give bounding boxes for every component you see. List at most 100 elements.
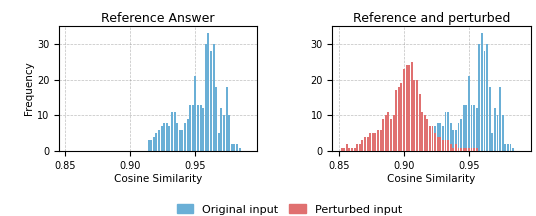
Bar	[218, 133, 220, 151]
Bar	[202, 108, 204, 151]
Bar	[465, 105, 467, 151]
Bar	[460, 148, 462, 151]
Bar	[440, 137, 441, 151]
Bar	[463, 105, 465, 151]
Bar	[195, 76, 196, 151]
Bar	[239, 148, 241, 151]
Bar	[158, 130, 160, 151]
Bar	[442, 126, 444, 151]
Bar	[468, 148, 470, 151]
Bar	[192, 105, 194, 151]
Bar	[411, 62, 413, 151]
Bar	[419, 94, 421, 151]
Bar	[184, 122, 186, 151]
Bar	[424, 140, 426, 151]
Bar	[471, 148, 473, 151]
Bar	[207, 33, 210, 151]
Bar	[421, 140, 423, 151]
Bar	[421, 112, 423, 151]
Bar	[496, 115, 498, 151]
Bar	[343, 148, 345, 151]
Bar	[458, 122, 459, 151]
Bar	[161, 126, 162, 151]
Bar	[395, 90, 397, 151]
Bar	[437, 137, 438, 151]
Bar	[434, 126, 436, 151]
Bar	[431, 126, 434, 151]
Bar	[215, 87, 217, 151]
Bar	[455, 144, 457, 151]
Bar	[390, 119, 392, 151]
Bar	[205, 44, 207, 151]
Bar	[473, 148, 475, 151]
Bar	[176, 122, 178, 151]
Bar	[385, 115, 386, 151]
Bar	[340, 148, 343, 151]
Bar	[507, 144, 509, 151]
Bar	[236, 144, 238, 151]
Bar	[458, 148, 459, 151]
Bar	[486, 44, 488, 151]
Bar	[447, 112, 449, 151]
Bar	[460, 119, 462, 151]
Bar	[163, 122, 165, 151]
Bar	[400, 83, 403, 151]
Bar	[356, 144, 358, 151]
Bar	[437, 122, 438, 151]
Bar	[377, 130, 379, 151]
Bar	[187, 119, 189, 151]
Bar	[213, 44, 214, 151]
Bar	[226, 87, 228, 151]
Bar	[231, 144, 233, 151]
Bar	[476, 108, 478, 151]
Bar	[166, 122, 168, 151]
Bar	[471, 105, 473, 151]
Bar	[478, 44, 480, 151]
Bar	[348, 148, 351, 151]
Bar	[388, 112, 389, 151]
Bar	[379, 130, 382, 151]
X-axis label: Cosine Similarity: Cosine Similarity	[388, 174, 475, 184]
Bar	[492, 133, 493, 151]
Bar	[483, 51, 486, 151]
Bar	[444, 112, 446, 151]
Bar	[431, 130, 434, 151]
Bar	[444, 140, 446, 151]
Bar	[481, 33, 483, 151]
Bar	[220, 108, 222, 151]
Bar	[199, 105, 202, 151]
Bar	[426, 119, 428, 151]
Bar	[426, 137, 428, 151]
Bar	[233, 144, 235, 151]
Bar	[228, 115, 230, 151]
Bar	[429, 126, 431, 151]
Bar	[369, 133, 371, 151]
Bar	[450, 144, 452, 151]
Bar	[171, 112, 173, 151]
Bar	[434, 133, 436, 151]
Bar	[489, 87, 490, 151]
Bar	[452, 130, 455, 151]
Bar	[153, 137, 155, 151]
Bar	[182, 130, 183, 151]
Bar	[406, 65, 407, 151]
Bar	[197, 105, 199, 151]
Title: Reference and perturbed: Reference and perturbed	[353, 12, 510, 25]
Bar	[351, 148, 353, 151]
Bar	[465, 148, 467, 151]
Bar	[463, 148, 465, 151]
Bar	[416, 80, 418, 151]
Bar	[512, 148, 514, 151]
Bar	[455, 130, 457, 151]
Bar	[364, 137, 366, 151]
Bar	[403, 69, 405, 151]
Bar	[452, 148, 455, 151]
Bar	[424, 115, 426, 151]
Bar	[374, 133, 376, 151]
Bar	[392, 115, 394, 151]
Bar	[450, 122, 452, 151]
X-axis label: Cosine Similarity: Cosine Similarity	[114, 174, 202, 184]
Bar	[155, 133, 158, 151]
Bar	[361, 140, 363, 151]
Title: Reference Answer: Reference Answer	[101, 12, 215, 25]
